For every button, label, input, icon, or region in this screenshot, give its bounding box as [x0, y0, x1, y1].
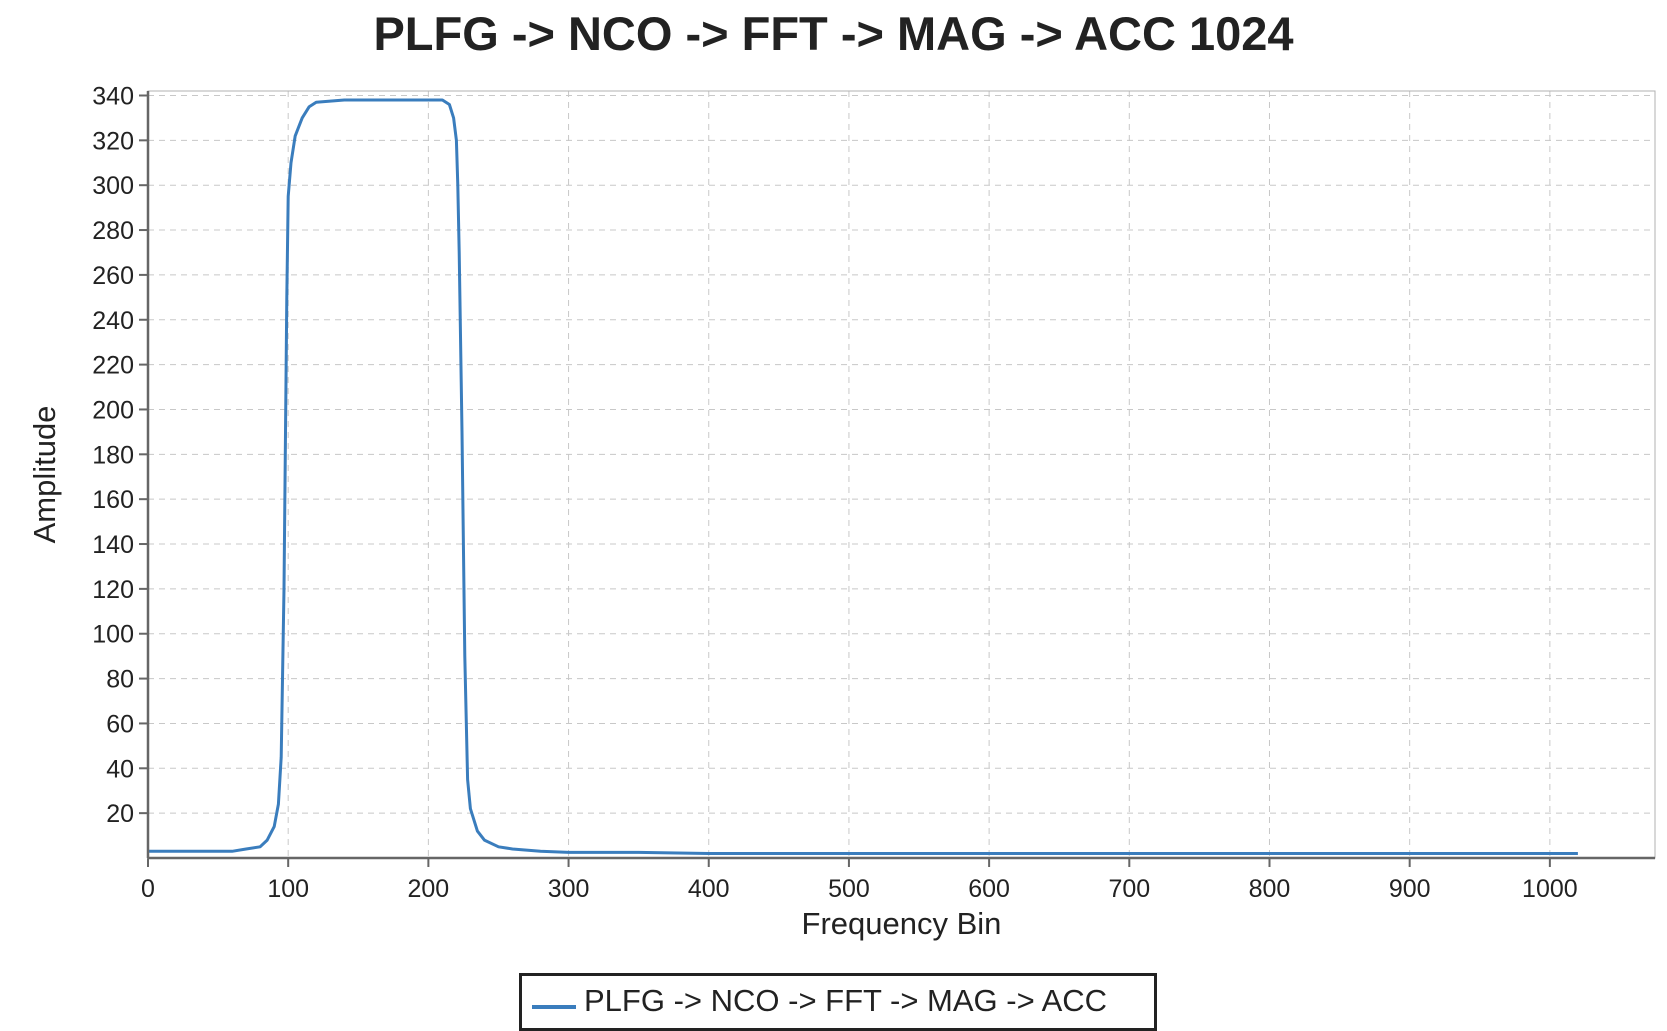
y-tick-label: 80 — [106, 666, 134, 694]
y-tick-label: 60 — [106, 710, 134, 738]
x-tick-label: 800 — [1249, 875, 1291, 903]
y-tick-label: 160 — [92, 486, 134, 514]
y-tick-label: 40 — [106, 755, 134, 783]
series-layer — [148, 98, 1578, 855]
x-tick-label: 600 — [968, 875, 1010, 903]
x-tick-label: 400 — [688, 875, 730, 903]
y-tick-label: 200 — [92, 396, 134, 424]
y-tick-label: 180 — [92, 441, 134, 469]
grid-lines — [148, 91, 1655, 858]
y-tick-label: 100 — [92, 621, 134, 649]
x-axis-title: Frequency Bin — [802, 906, 1002, 941]
x-tick-label: 500 — [828, 875, 870, 903]
y-tick-label: 140 — [92, 531, 134, 559]
y-tick-label: 20 — [106, 800, 134, 828]
legend-label: PLFG -> NCO -> FFT -> MAG -> ACC — [584, 983, 1108, 1018]
y-tick-label: 300 — [92, 172, 134, 200]
plot-area — [148, 91, 1655, 858]
series-line — [148, 98, 1578, 855]
x-tick-label: 300 — [548, 875, 590, 903]
legend-swatch — [532, 1005, 576, 1009]
x-tick-label: 200 — [408, 875, 450, 903]
y-tick-label: 220 — [92, 352, 134, 380]
tick-labels: 20 40 60 80 100 120 140 160 180 200 220 240 260 280 30… — [92, 82, 1577, 903]
legend: PLFG -> NCO -> FFT -> MAG -> ACC — [519, 973, 1157, 1031]
y-tick-label: 240 — [92, 307, 134, 335]
x-tick-label: 900 — [1389, 875, 1431, 903]
y-tick-label: 260 — [92, 262, 134, 290]
y-tick-label: 280 — [92, 217, 134, 245]
y-tick-label: 120 — [92, 576, 134, 604]
x-tick-label: 100 — [267, 875, 309, 903]
axes — [139, 90, 1656, 867]
y-axis-title: Amplitude — [27, 406, 62, 544]
chart-title: PLFG -> NCO -> FFT -> MAG -> ACC 1024 — [373, 7, 1294, 60]
y-tick-label: 340 — [92, 82, 134, 110]
x-tick-label: 700 — [1108, 875, 1150, 903]
x-tick-label: 0 — [141, 875, 155, 903]
x-tick-label: 1000 — [1522, 875, 1578, 903]
y-tick-label: 320 — [92, 127, 134, 155]
